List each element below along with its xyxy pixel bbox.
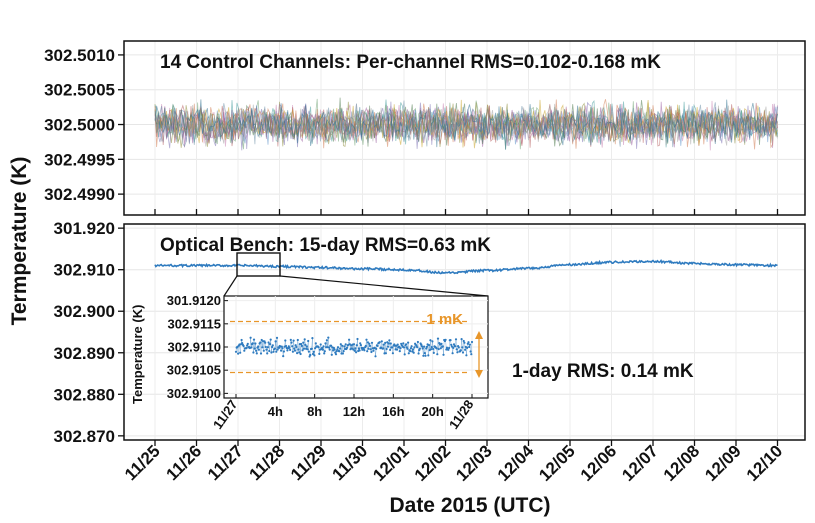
top-panel: 302.4990 302.4995 302.5000 302.5005 302.5010… (44, 40, 806, 216)
x-axis-label: Date 2015 (UTC) (389, 494, 550, 517)
x-tick-label: 11/26 (162, 441, 205, 484)
x-tick-label: 12/03 (452, 441, 496, 485)
inset-x-tick-label: 11/28 (446, 397, 477, 432)
top-y-tick-label: 302.4995 (44, 150, 115, 169)
inset-y-tick-label: 302.9100 (167, 386, 221, 401)
top-y-tick-label: 302.5000 (44, 116, 115, 135)
top-y-tick-label: 302.5005 (44, 81, 115, 100)
inset-x-tick-label: 20h (421, 404, 443, 419)
inset-reference-lines (230, 320, 470, 374)
inset-x-tick-label: 8h (307, 404, 322, 419)
inset-y-tick-label: 301.9120 (167, 293, 221, 308)
x-tick-label: 12/08 (660, 441, 704, 485)
zoom-box (236, 252, 281, 277)
inset-line (235, 337, 473, 358)
bottom-annotation: 1-day RMS: 0.14 mK (512, 361, 694, 382)
x-tick-label: 12/01 (369, 441, 413, 485)
top-x-ticks (154, 209, 779, 215)
bottom-y-tick-label: 302.880 (54, 385, 115, 404)
y-axis-label: Termperature (K) (8, 157, 31, 326)
top-traces (154, 97, 778, 151)
top-y-tick-label: 302.4990 (44, 185, 115, 204)
x-tick-label: 12/09 (701, 441, 745, 485)
bottom-y-tick-label: 301.920 (54, 219, 115, 238)
bottom-plot-frame (123, 223, 806, 441)
x-tick-label: 11/28 (245, 441, 288, 484)
x-tick-label: 11/30 (328, 441, 371, 484)
top-y-tick-label: 302.5010 (44, 46, 115, 65)
x-tick-label: 12/02 (411, 441, 455, 485)
x-tick-label: 12/05 (535, 441, 579, 485)
inset-y-ticks: 302.9100 302.9105 302.9110 302.9115 301.9120 (167, 293, 228, 401)
bottom-y-ticks: 302.870 302.880 302.890 302.900 302.910 301.9… (54, 219, 124, 446)
top-series-line (154, 102, 778, 148)
x-tick-label: 11/27 (204, 441, 247, 484)
bottom-trace (154, 259, 778, 275)
x-tick-label: 11/25 (121, 441, 164, 484)
inset-x-tick-label: 11/27 (210, 397, 241, 432)
inset-x-tick-label: 4h (268, 404, 283, 419)
top-panel-title: 14 Control Channels: Per-channel RMS=0.1… (160, 52, 661, 73)
bottom-y-tick-label: 302.910 (54, 261, 115, 280)
inset-points (234, 336, 474, 358)
range-arrow (475, 331, 483, 378)
top-y-ticks: 302.4990 302.4995 302.5000 302.5005 302.5010 (44, 46, 124, 204)
inset-y-tick-label: 302.9105 (167, 363, 221, 378)
x-tick-label: 12/04 (494, 441, 538, 485)
inset-y-tick-label: 302.9110 (167, 340, 221, 355)
x-tick-label: 12/10 (743, 441, 787, 485)
inset-x-tick-label: 16h (382, 404, 404, 419)
inset-y-axis-label: Temperature (K) (130, 305, 145, 404)
inset-x-tick-label: 12h (343, 404, 365, 419)
bottom-panel-title: Optical Bench: 15-day RMS=0.63 mK (160, 235, 491, 256)
bottom-x-ticks: 11/2511/2611/2711/2811/2911/3012/0112/02… (121, 440, 786, 485)
x-tick-label: 12/07 (618, 441, 662, 485)
zoom-connector-left (223, 275, 238, 297)
inset-x-ticks: 11/27 4h 8h 12h 16h 20h 11/28 (210, 394, 477, 432)
bottom-y-tick-label: 302.890 (54, 344, 115, 363)
bottom-y-tick-label: 302.900 (54, 302, 115, 321)
inset-range-label: 1 mK (426, 311, 463, 328)
top-plot-frame (123, 40, 806, 216)
inset: 302.9100 302.9105 302.9110 302.9115 301.9120… (130, 293, 489, 432)
optical-bench-line (154, 259, 778, 275)
bottom-y-tick-label: 302.870 (54, 427, 115, 446)
x-tick-label: 12/06 (577, 441, 621, 485)
top-series-line (154, 99, 778, 150)
x-tick-label: 11/29 (287, 441, 330, 484)
zoom-connector-right (279, 275, 489, 297)
inset-y-tick-label: 302.9115 (167, 316, 221, 331)
